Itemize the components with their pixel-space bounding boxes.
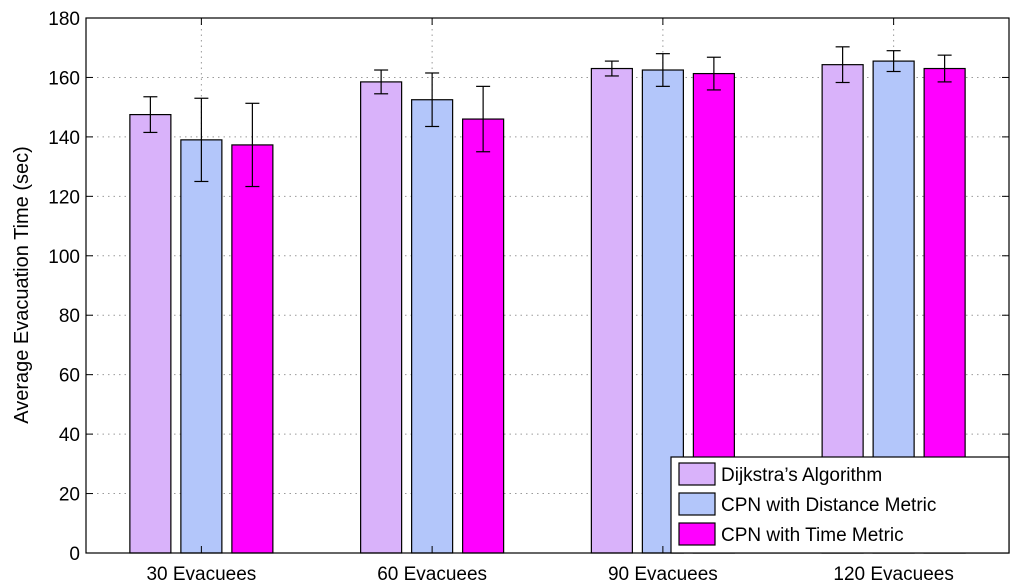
x-tick-label: 60 Evacuees xyxy=(377,564,487,585)
y-tick-label: 100 xyxy=(48,247,80,268)
error-bar xyxy=(604,60,619,77)
error-bar xyxy=(886,50,901,73)
y-tick-label: 0 xyxy=(69,544,80,565)
error-bar xyxy=(655,53,670,87)
error-bar xyxy=(194,97,209,183)
bar-1-1 xyxy=(129,113,172,554)
bar-2-1 xyxy=(180,139,223,554)
bar-1-2 xyxy=(360,81,403,554)
error-bar xyxy=(937,54,952,83)
error-bar xyxy=(374,69,389,95)
y-tick-label: 120 xyxy=(48,187,80,208)
x-tick-label: 90 Evacuees xyxy=(608,564,718,585)
bar-3-2 xyxy=(462,118,505,554)
error-bar xyxy=(476,85,491,153)
y-tick-label: 60 xyxy=(59,366,80,387)
error-bar xyxy=(835,46,850,84)
legend-label: Dijkstra’s Algorithm xyxy=(721,465,882,486)
legend-box xyxy=(670,456,1010,554)
y-tick-label: 160 xyxy=(48,68,80,89)
error-bar xyxy=(143,96,158,134)
x-tick-label: 120 Evacuees xyxy=(833,564,953,585)
legend-swatch xyxy=(678,492,716,516)
bar-2-2 xyxy=(411,99,454,554)
error-bar xyxy=(245,102,260,188)
y-tick-label: 80 xyxy=(59,306,80,327)
y-tick-label: 180 xyxy=(48,9,80,30)
bar-1-3 xyxy=(590,67,633,554)
legend-label: CPN with Distance Metric xyxy=(721,495,936,516)
x-tick-label: 30 Evacuees xyxy=(146,564,256,585)
plot-area-frame xyxy=(85,17,1010,554)
error-bar xyxy=(706,56,721,91)
y-tick-label: 20 xyxy=(59,485,80,506)
legend-label: CPN with Time Metric xyxy=(721,525,904,546)
axis-ticks: 0 20 40 60 80 100 120 140 160 180 30 Evacuees 60 Ev… xyxy=(48,9,1009,585)
bar-3-1 xyxy=(231,144,274,554)
legend-swatch xyxy=(678,462,716,486)
legend-swatch xyxy=(678,522,716,546)
error-bar xyxy=(425,72,440,128)
y-axis-label: Average Evacuation Time (sec) xyxy=(11,146,33,424)
y-tick-label: 140 xyxy=(48,128,80,149)
legend: Dijkstra’s Algorithm CPN with Distance Me… xyxy=(670,456,1010,554)
y-tick-label: 40 xyxy=(59,425,80,446)
